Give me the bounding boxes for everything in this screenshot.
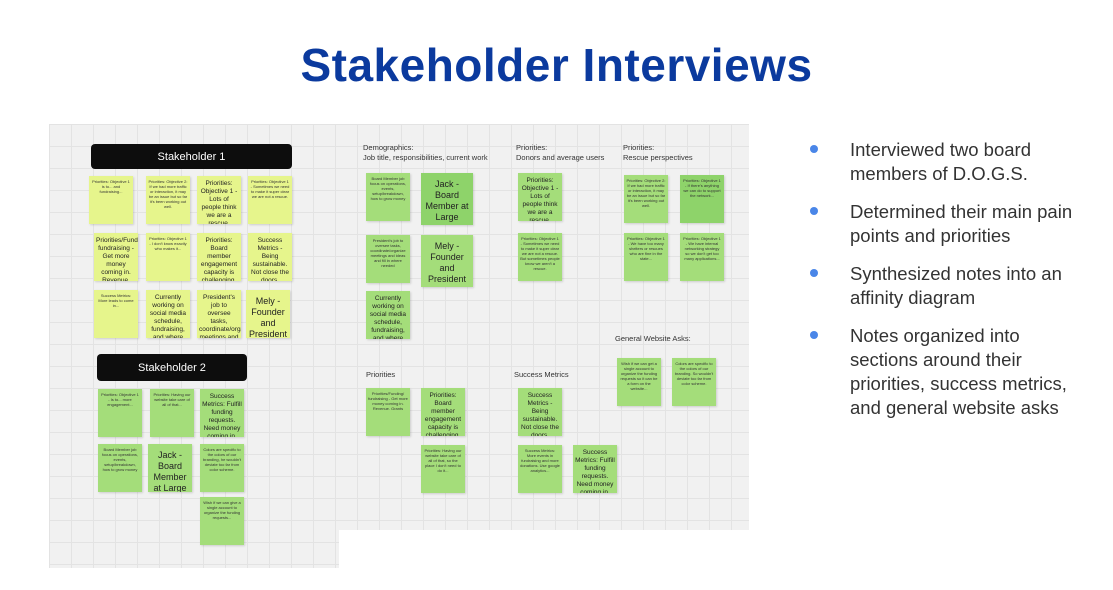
summary-bullet-list: Interviewed two board members of D.O.G.S… [808,138,1088,434]
sticky-note: Success Metrics - Being sustainable. Not… [248,233,292,281]
sticky-note: President's job to oversee tasks, coordi… [366,235,410,283]
bullet-dot-icon [810,269,818,277]
sticky-note: Mely - Founder and President [421,235,473,287]
section-heading: Priorities: Donors and average users [516,143,605,162]
sticky-note: Priorities: Objective 2: If we had more … [146,176,190,224]
sticky-note: Priorities: Having our website take care… [150,389,194,437]
sticky-note: Success Metrics: More events in fundrais… [518,445,562,493]
sticky-note: Board Member job focus on operations, ev… [366,173,410,221]
sticky-note: Priorities: Objective 1 - I don't know e… [146,233,190,281]
sticky-note: Colors are specific to the colors of our… [200,444,244,492]
sticky-note: Priorities: Objective 2: If we had more … [624,175,668,223]
sticky-note: Success Metrics - Being sustainable. Not… [518,388,562,436]
bullet-item: Notes organized into sections around the… [808,324,1088,420]
sticky-note: Priorities/Funding/ fundraising - Get mo… [94,233,138,281]
section-heading: Priorities: Rescue perspectives [623,143,693,162]
sticky-note: Wish if we can get a single account to o… [617,358,661,406]
section-heading: General Website Asks: [615,334,691,343]
sticky-note: Priorities: Objective 1 - Lots of people… [197,176,241,224]
bullet-item: Interviewed two board members of D.O.G.S… [808,138,1088,186]
sticky-note: Priorities: Objective 1 - Sometimes we n… [518,233,562,281]
sticky-note: Priorities: Objective 1 - Sometimes we n… [248,176,292,224]
sticky-note: Success Metrics: Fulfill funding request… [573,445,617,493]
bullet-dot-icon [810,207,818,215]
section-heading: Demographics: Job title, responsibilitie… [363,143,488,162]
sticky-note: Jack - Board Member at Large [148,444,192,492]
sticky-note: Priorities: Objective 1 - We have too ma… [624,233,668,281]
bullet-dot-icon [810,331,818,339]
sticky-note: Priorities/Funding/ fundraising - Get mo… [366,388,410,436]
sticky-note: Colors are specific to the colors of our… [672,358,716,406]
board-cutout [339,530,759,590]
stakeholder-2-header: Stakeholder 2 [97,354,247,381]
sticky-note: Priorities: Objective 1 is to... and fun… [89,176,133,224]
sticky-note: Currently working on social media schedu… [366,291,410,339]
sticky-note: Priorities: Objective 1 - If there's any… [680,175,724,223]
bullet-dot-icon [810,145,818,153]
sticky-note: Currently working on social media schedu… [146,290,190,338]
sticky-note: Board Member job focus on operations, ev… [98,444,142,492]
sticky-note: Priorities: Objective 1 - We have intern… [680,233,724,281]
bullet-item: Synthesized notes into an affinity diagr… [808,262,1088,310]
sticky-note: Mely - Founder and President [246,290,290,338]
sticky-note: Priorities: Objective 1 - Is to... more … [98,389,142,437]
sticky-note: Jack - Board Member at Large [421,173,473,225]
sticky-note: President's job to oversee tasks, coordi… [197,290,241,338]
sticky-note: Success Metrics: More leads to come in..… [94,290,138,338]
sticky-note: Priorities: Having our website take care… [421,445,465,493]
sticky-note: Priorities: Board member engagement capa… [421,388,465,436]
sticky-note: Priorities: Board member engagement capa… [197,233,241,281]
slide-title: Stakeholder Interviews [300,39,813,91]
section-heading: Success Metrics [514,370,569,379]
stakeholder-1-header: Stakeholder 1 [91,144,292,169]
sticky-note: Priorities: Objective 1 - Lots of people… [518,173,562,221]
sticky-note: Wish if we can give a single account to … [200,497,244,545]
section-heading: Priorities [366,370,396,379]
sticky-note: Success Metrics: Fulfill funding request… [200,389,244,437]
bullet-item: Determined their main pain points and pr… [808,200,1088,248]
